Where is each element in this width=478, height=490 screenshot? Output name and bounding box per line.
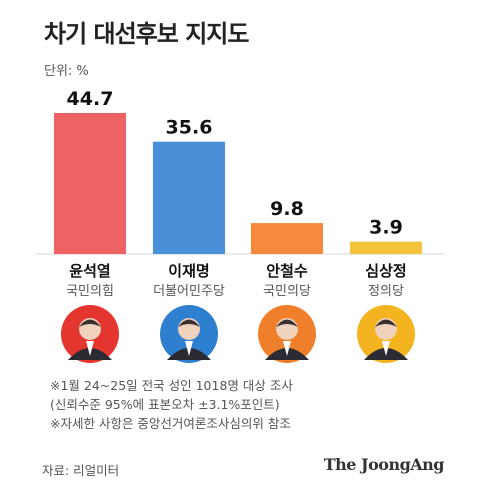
- candidate-name: 이재명: [168, 262, 209, 280]
- avatar-hair: [79, 319, 101, 327]
- bar: [251, 223, 323, 254]
- chart-title: 차기 대선후보 지지도: [44, 20, 249, 48]
- avatar-collar: [382, 341, 390, 356]
- note-line: (신뢰수준 95%에 표본오차 ±3.1%포인트): [50, 397, 280, 412]
- avatar-hair: [276, 319, 298, 327]
- brand-logo: The JoongAng: [323, 455, 445, 474]
- avatar-hair: [375, 319, 397, 327]
- party-name: 국민의당: [263, 284, 311, 299]
- avatar-collar: [185, 341, 193, 356]
- note-line: ※1월 24~25일 전국 성인 1018명 대상 조사: [50, 378, 293, 393]
- candidate-name: 윤석열: [69, 262, 110, 280]
- bar: [350, 241, 422, 254]
- value-label: 3.9: [369, 217, 403, 239]
- avatar-collar: [283, 341, 291, 356]
- party-name: 정의당: [368, 284, 404, 299]
- source-label: 자료: 리얼미터: [42, 463, 120, 478]
- value-label: 9.8: [270, 198, 304, 220]
- value-label: 44.7: [67, 88, 114, 110]
- avatar-hair: [178, 319, 200, 327]
- bar: [54, 113, 126, 254]
- party-name: 더불어민주당: [153, 284, 225, 299]
- party-name: 국민의힘: [66, 284, 114, 299]
- candidate-name: 심상정: [365, 262, 406, 280]
- bar: [153, 141, 225, 254]
- value-label: 35.6: [166, 117, 213, 139]
- candidate-name: 안철수: [266, 262, 308, 280]
- avatar-collar: [86, 341, 94, 356]
- notes: ※1월 24~25일 전국 성인 1018명 대상 조사 (신뢰수준 95%에 …: [50, 376, 293, 433]
- unit-label: 단위: %: [44, 64, 89, 79]
- note-line: ※자세한 사항은 중앙선거여론조사심의위 참조: [50, 416, 291, 431]
